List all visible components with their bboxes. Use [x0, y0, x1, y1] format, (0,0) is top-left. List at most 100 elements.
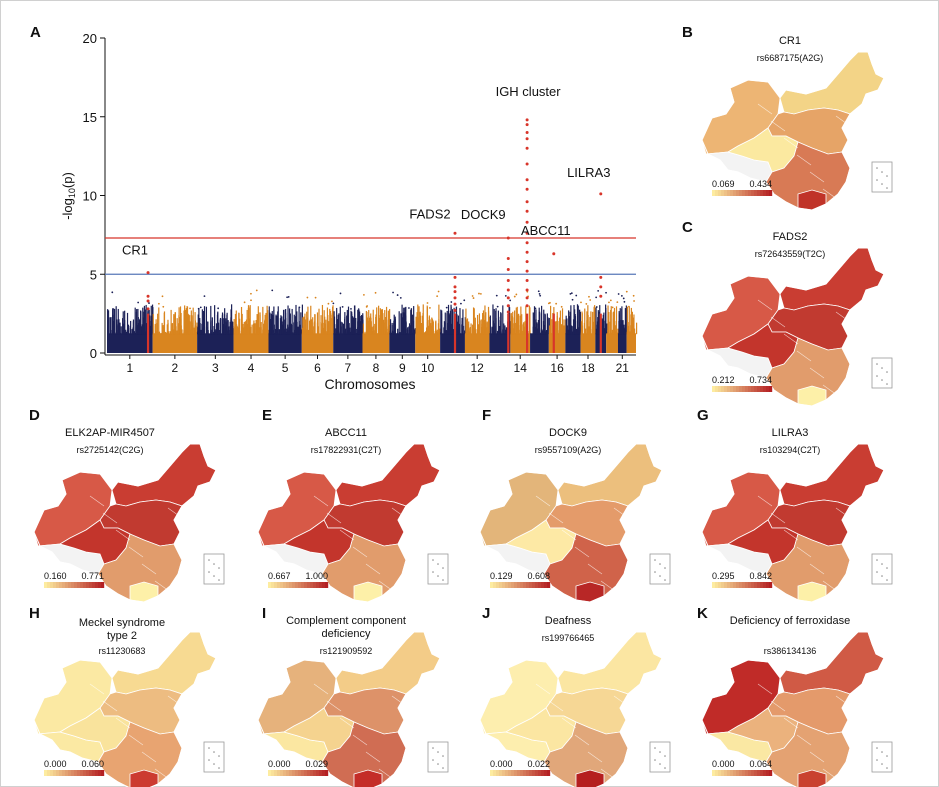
map-subtitle: rs17822931(C2T) [311, 445, 382, 455]
snp-point [284, 309, 286, 335]
snp-point [125, 329, 127, 335]
snp-point [555, 302, 558, 305]
snp-point [621, 332, 624, 335]
legend-swatch [74, 582, 78, 588]
snp-point [589, 299, 592, 301]
snp-point [521, 330, 523, 335]
legend-swatch [92, 582, 96, 588]
snp-point [566, 325, 568, 335]
province-border [180, 712, 196, 724]
province-border [835, 507, 851, 519]
snp-point [509, 299, 512, 302]
snp-point [214, 330, 217, 335]
province-border [757, 299, 773, 311]
snp-point [461, 317, 463, 335]
y-tick-label: 15 [83, 110, 97, 125]
legend-swatch [80, 582, 84, 588]
snp-point [370, 329, 372, 335]
inset-island [881, 763, 883, 765]
snp-point [235, 310, 237, 335]
snp-point [504, 294, 507, 297]
snp-point [305, 329, 307, 335]
legend-swatch [53, 770, 57, 776]
color-legend: 0.000 0.022 [490, 759, 551, 776]
map-panel-j: J Deafness rs199766465 0.000 0.022 [479, 605, 671, 787]
snp-point [305, 319, 307, 335]
snp-point [253, 320, 255, 335]
legend-swatch [751, 190, 755, 196]
snp-point [175, 330, 177, 335]
legend-min: 0.000 [712, 759, 735, 769]
legend-swatch [748, 582, 752, 588]
snp-point [427, 325, 429, 335]
snp-point [588, 327, 590, 335]
province-border [115, 717, 131, 729]
snp-point [518, 313, 520, 335]
legend-swatch [56, 770, 60, 776]
snp-point [540, 332, 542, 335]
snp-point [339, 306, 341, 335]
snp-point [351, 311, 353, 335]
snp-point [338, 313, 340, 335]
snp-point [370, 322, 372, 335]
snp-point [191, 322, 193, 335]
legend-swatch [286, 582, 290, 588]
snp-point [519, 329, 521, 335]
map-title: FADS2 [773, 231, 808, 243]
china-map [33, 443, 217, 603]
snp-point [421, 323, 424, 335]
legend-max: 1.000 [305, 571, 328, 581]
legend-swatch [62, 582, 66, 588]
snp-point [426, 327, 428, 335]
snp-point [412, 314, 414, 335]
snp-point [299, 324, 301, 335]
province-border [352, 546, 368, 558]
snp-point [374, 333, 376, 335]
snp-point [369, 318, 372, 335]
legend-swatch [739, 582, 743, 588]
snp-point [557, 332, 559, 335]
snp-point [135, 319, 138, 335]
legend-swatch [715, 770, 719, 776]
snp-point [476, 314, 479, 335]
snp-point [341, 322, 343, 335]
panel-letter-j: J [482, 605, 490, 622]
snp-point [520, 306, 522, 335]
legend-swatch [727, 770, 731, 776]
province-border [391, 507, 407, 519]
snp-point [378, 317, 381, 335]
snp-point [267, 329, 269, 335]
snp-point [287, 330, 289, 335]
hit-point [525, 209, 529, 213]
snp-point [543, 328, 545, 335]
snp-point [259, 312, 261, 335]
snp-point [241, 327, 243, 335]
legend-swatch [59, 770, 63, 776]
hit-point [525, 288, 529, 292]
snp-point [306, 332, 308, 335]
snp-point [194, 312, 196, 335]
map-title: Meckel syndrome type 2 [79, 617, 165, 642]
legend-swatch [283, 770, 287, 776]
annotation-cr1: CR1 [122, 243, 148, 258]
legend-swatch [751, 582, 755, 588]
snp-point [148, 315, 150, 335]
province-border [417, 729, 433, 741]
inset-island [659, 563, 661, 565]
legend-swatch [511, 582, 515, 588]
snp-point [126, 327, 129, 335]
snp-point [580, 329, 583, 335]
legend-swatch [511, 770, 515, 776]
legend-swatch [733, 190, 737, 196]
snp-point [233, 319, 235, 335]
legend-swatch [733, 582, 737, 588]
province-border [796, 154, 812, 166]
snp-point [441, 310, 443, 335]
snp-point [282, 332, 284, 335]
snp-point [451, 323, 453, 335]
snp-point [314, 296, 317, 299]
snp-point [400, 313, 402, 335]
province-border [115, 529, 131, 541]
snp-point [272, 331, 275, 335]
snp-point [269, 312, 271, 335]
